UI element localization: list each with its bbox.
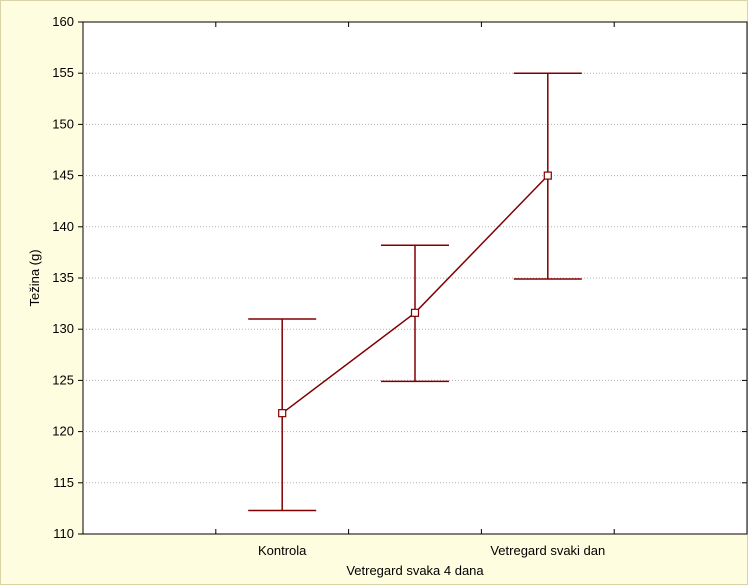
axes: 110 115 120 125 130 135 140 145 150 155 160 Kontrol… <box>52 14 747 558</box>
mean-point <box>410 308 420 317</box>
mean-point <box>543 171 552 180</box>
y-tick-label: 150 <box>52 116 74 131</box>
y-tick-label: 130 <box>52 321 74 336</box>
y-tick-label: 110 <box>53 526 74 541</box>
mean-point <box>278 409 287 418</box>
y-tick-label: 160 <box>52 14 74 29</box>
y-tick-label: 120 <box>52 424 74 439</box>
x-category-label: Kontrola <box>258 543 307 558</box>
x-axis-label: Vetregard svaka 4 dana <box>346 563 484 578</box>
y-tick-label: 140 <box>52 219 74 234</box>
y-tick-label: 125 <box>52 372 74 387</box>
y-tick-label: 115 <box>53 475 74 490</box>
x-category-label: Vetregard svaki dan <box>490 543 605 558</box>
y-tick-label: 145 <box>52 168 74 183</box>
y-tick-label: 135 <box>52 270 74 285</box>
y-axis-label: Težina (g) <box>27 249 42 306</box>
series <box>248 72 582 512</box>
y-tick-label: 155 <box>52 65 74 80</box>
